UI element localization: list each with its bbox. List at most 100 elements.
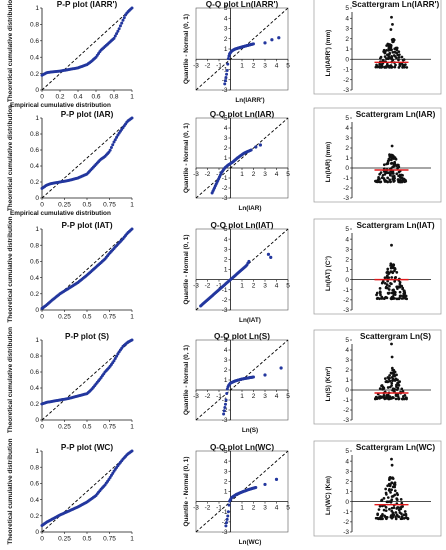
data-point	[385, 275, 389, 279]
data-point	[384, 505, 388, 509]
x-tick-label: 0	[40, 94, 44, 101]
y-tick-label: 0	[345, 165, 349, 172]
data-point	[113, 357, 117, 361]
data-point	[383, 55, 387, 58]
x-tick-label: 5	[286, 283, 290, 290]
y-tick-label: 1	[224, 489, 228, 496]
panel-frame	[313, 107, 442, 203]
x-tick-label: 1	[130, 314, 134, 321]
data-point	[399, 498, 403, 501]
data-point	[403, 513, 407, 517]
y-tick-label: 5	[345, 337, 349, 344]
data-point	[393, 293, 397, 297]
data-point	[401, 64, 405, 67]
y-tick-label: 0.8	[30, 242, 39, 249]
y-tick-label: -2	[343, 407, 349, 414]
outlier-point	[390, 463, 394, 467]
data-point	[388, 178, 392, 182]
data-point	[387, 49, 391, 52]
x-tick-label: -1	[216, 393, 222, 400]
x-tick-label: 1	[240, 283, 244, 290]
qq-plot-title: Q-Q plot Ln(IAR)	[210, 110, 275, 119]
data-point	[393, 481, 397, 485]
y-tick-label: 4	[224, 347, 228, 354]
y-tick-label: 4	[345, 125, 349, 132]
y-tick-label: -3	[343, 195, 349, 202]
data-point	[398, 62, 402, 66]
x-tick-label: 0	[40, 202, 44, 209]
data-point	[380, 499, 383, 502]
data-point	[398, 290, 402, 294]
y-tick-label: 3	[345, 468, 349, 475]
data-point	[395, 172, 399, 176]
y-tick-label: -2	[222, 185, 228, 192]
x-tick-label: 5	[286, 505, 290, 512]
data-point	[388, 374, 391, 377]
y-tick-label: 0	[345, 277, 349, 284]
y-tick-label: 1	[35, 448, 39, 455]
x-tick-label: 1	[240, 62, 244, 69]
data-point	[387, 488, 391, 492]
data-point	[395, 497, 399, 500]
outlier-point	[390, 457, 393, 461]
plot-frame	[195, 450, 289, 533]
x-tick-label: -2	[205, 171, 211, 178]
data-point	[378, 387, 382, 390]
data-point	[378, 291, 382, 295]
y-tick-label: 0	[345, 56, 349, 63]
x-tick-label: 1	[130, 202, 134, 209]
pp-plot-title: P-P plot (S)	[65, 332, 109, 341]
y-tick-label: 5	[345, 226, 349, 233]
x-tick-label: 5	[286, 171, 290, 178]
data-point	[130, 227, 134, 231]
data-point	[387, 46, 391, 50]
panel-frame	[313, 218, 442, 315]
scattergram-title: Scattergram Ln(S)	[360, 332, 431, 341]
data-point	[388, 51, 392, 55]
data-point	[391, 288, 395, 292]
y-tick-label: -2	[222, 297, 228, 304]
x-tick-label: 0.8	[109, 94, 118, 101]
x-tick-label: 0.5	[82, 536, 91, 543]
data-point	[381, 385, 385, 389]
data-point	[390, 516, 394, 520]
data-point	[225, 517, 229, 521]
x-tick-label: 3	[263, 505, 267, 512]
data-point	[130, 6, 134, 10]
data-point	[400, 180, 404, 184]
y-tick-label: 3	[224, 357, 228, 364]
qq-plot-title: Q-Q plot Ln(IAT)	[210, 221, 273, 230]
data-point	[378, 504, 382, 508]
data-point	[382, 163, 386, 167]
panel-frame	[313, 329, 442, 425]
data-point	[385, 296, 389, 300]
y-tick-label: 0.4	[30, 163, 39, 170]
data-point	[387, 157, 391, 161]
y-axis-label: Theoretical cumulative distribution	[7, 327, 14, 433]
data-point	[385, 162, 389, 166]
y-tick-label: 4	[224, 15, 228, 22]
data-point	[386, 484, 389, 488]
data-point	[113, 138, 117, 142]
x-tick-label: 2	[252, 393, 256, 400]
data-point	[391, 40, 395, 44]
x-tick-label: 1	[240, 505, 244, 512]
data-point	[397, 66, 401, 69]
y-tick-label: 1	[35, 115, 39, 122]
data-point	[388, 385, 392, 389]
y-tick-label: 0.2	[30, 71, 39, 78]
y-tick-label: -3	[343, 87, 349, 94]
y-tick-label: 0.2	[30, 179, 39, 186]
data-point	[390, 481, 394, 485]
data-point	[376, 513, 379, 517]
data-point	[389, 180, 392, 184]
data-point	[388, 484, 392, 488]
y-axis-label: Quantile - Normal (0, 1)	[183, 123, 190, 193]
data-point	[386, 176, 389, 180]
y-tick-label: -3	[222, 195, 228, 202]
data-point	[247, 259, 251, 263]
data-point	[396, 506, 399, 509]
y-tick-label: -2	[343, 297, 349, 304]
y-tick-label: -1	[222, 175, 228, 182]
data-point	[225, 69, 229, 73]
